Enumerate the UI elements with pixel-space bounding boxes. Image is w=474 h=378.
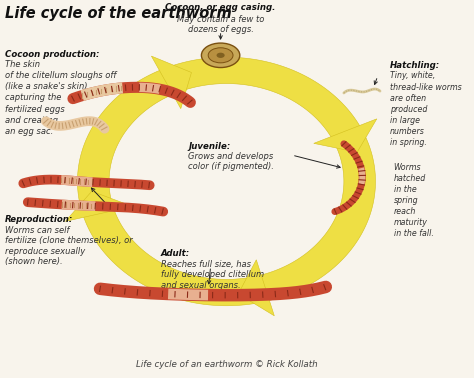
Text: Cocoon production:: Cocoon production:	[5, 50, 100, 59]
Ellipse shape	[208, 48, 233, 63]
Text: May contain a few to
dozens of eggs.: May contain a few to dozens of eggs.	[177, 15, 264, 34]
Ellipse shape	[201, 43, 240, 68]
Text: Juvenile:: Juvenile:	[188, 142, 230, 151]
Text: Hatchling:: Hatchling:	[390, 61, 440, 70]
Text: Life cycle of the earthworm: Life cycle of the earthworm	[5, 6, 232, 21]
Polygon shape	[238, 260, 274, 316]
Polygon shape	[314, 119, 377, 152]
Ellipse shape	[217, 53, 225, 58]
Text: Life cycle of an earthworm © Rick Kollath: Life cycle of an earthworm © Rick Kollat…	[136, 360, 317, 369]
Text: Reproduction:: Reproduction:	[5, 215, 73, 225]
Text: The skin
of the clitellum sloughs off
(like a snake's skin)
capturing the
fertil: The skin of the clitellum sloughs off (l…	[5, 60, 117, 136]
Text: Adult:: Adult:	[161, 249, 190, 258]
Polygon shape	[82, 207, 265, 306]
Polygon shape	[65, 191, 133, 222]
Text: Cocoon, or egg casing.: Cocoon, or egg casing.	[165, 3, 276, 12]
Text: Tiny, white,
thread-like worms
are often
produced
in large
numbers
in spring.: Tiny, white, thread-like worms are often…	[390, 71, 462, 147]
Text: Worms
hatched
in the
spring
reach
maturity
in the fall.: Worms hatched in the spring reach maturi…	[393, 163, 433, 238]
Text: Worms can self
fertilize (clone themselves), or
reproduce sexually
(shown here).: Worms can self fertilize (clone themselv…	[5, 226, 133, 266]
Text: Grows and develops
color (if pigmented).: Grows and develops color (if pigmented).	[188, 152, 274, 172]
Polygon shape	[164, 57, 362, 140]
Polygon shape	[257, 129, 375, 302]
Polygon shape	[151, 56, 191, 108]
Polygon shape	[77, 69, 177, 214]
Text: Reaches full size, has
fully developed clitellum
and sexual organs.: Reaches full size, has fully developed c…	[161, 260, 264, 290]
